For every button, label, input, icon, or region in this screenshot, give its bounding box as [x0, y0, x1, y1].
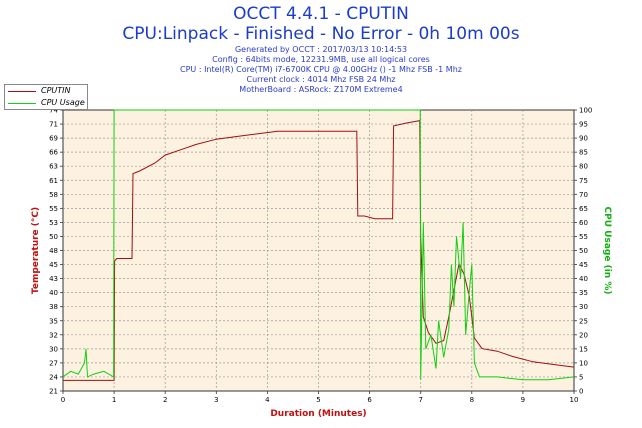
y-right-tick-label: 70 [579, 191, 588, 199]
y-left-tick-label: 71 [49, 121, 58, 129]
x-tick-label: 5 [316, 396, 320, 404]
x-tick-label: 0 [61, 396, 65, 404]
legend: CPUTIN CPU Usage [4, 84, 88, 110]
y-right-tick-label: 80 [579, 163, 588, 171]
y-left-tick-label: 40 [49, 289, 58, 297]
info-line: MotherBoard : ASRock: Z170M Extreme4 [239, 85, 403, 94]
x-tick-label: 3 [214, 396, 218, 404]
y-right-tick-label: 5 [579, 373, 583, 381]
y-left-tick-label: 74 [49, 107, 58, 115]
x-tick-label: 4 [265, 396, 270, 404]
legend-swatch [8, 103, 36, 104]
y-right-tick-label: 50 [579, 247, 588, 255]
y-left-tick-label: 43 [49, 275, 58, 283]
y-right-tick-label: 85 [579, 149, 588, 157]
x-tick-label: 6 [367, 396, 372, 404]
legend-label: CPUTIN [41, 86, 71, 95]
y-left-tick-label: 45 [49, 261, 58, 269]
y-left-tick-label: 21 [49, 388, 58, 396]
y-left-tick-label: 69 [49, 135, 58, 143]
y-left-tick-label: 63 [49, 163, 58, 171]
y-right-tick-label: 0 [579, 388, 583, 396]
y-left-tick-label: 32 [49, 331, 58, 339]
y-right-tick-label: 40 [579, 275, 588, 283]
x-tick-label: 8 [470, 396, 474, 404]
info-line: Generated by OCCT : 2017/03/13 10:14:53 [234, 45, 408, 54]
y-right-tick-label: 45 [579, 261, 588, 269]
y-left-tick-label: 61 [49, 177, 58, 185]
y-left-tick-label: 48 [49, 247, 58, 255]
y-left-tick-label: 30 [49, 345, 58, 353]
chart-title: OCCT 4.4.1 - CPUTIN [233, 4, 409, 24]
y-left-tick-label: 66 [49, 149, 58, 157]
x-axis-title: Duration (Minutes) [270, 409, 366, 419]
series-line-cputin [63, 119, 575, 381]
x-tick-label: 1 [112, 396, 116, 404]
y-left-tick-label: 35 [49, 317, 58, 325]
y-left-tick-label: 27 [49, 359, 58, 367]
title-block: OCCT 4.4.1 - CPUTIN CPU:Linpack - Finish… [0, 0, 642, 95]
x-tick-label: 9 [521, 396, 525, 404]
series-line-cpu-usage [62, 109, 575, 381]
info-line: Current clock : 4014 Mhz FSB 24 Mhz [246, 75, 396, 84]
y-left-tick-label: 38 [49, 303, 58, 311]
y-right-tick-label: 35 [579, 289, 588, 297]
y-right-tick-label: 55 [579, 233, 588, 241]
y-left-tick-label: 58 [49, 191, 58, 199]
info-line: CPU : Intel(R) Core(TM) i7-6700K CPU @ 4… [180, 65, 462, 74]
y-right-axis-title: CPU Usage (in %) [602, 207, 612, 295]
y-right-tick-label: 90 [579, 135, 588, 143]
y-right-tick-label: 75 [579, 177, 588, 185]
y-right-tick-label: 95 [579, 121, 588, 129]
legend-item-cpu-usage: CPU Usage [5, 97, 87, 109]
y-right-tick-label: 10 [579, 359, 588, 367]
x-tick-label: 7 [418, 396, 422, 404]
legend-swatch [8, 91, 36, 92]
y-right-tick-label: 60 [579, 219, 588, 227]
y-right-tick-label: 15 [579, 345, 588, 353]
legend-item-cputin: CPUTIN [5, 85, 87, 97]
x-tick-label: 10 [570, 396, 579, 404]
y-right-tick-label: 100 [579, 107, 592, 115]
info-line: Config : 64bits mode, 12231.9MB, use all… [212, 55, 430, 64]
y-left-axis-title: Temperature (°C) [31, 207, 41, 294]
y-right-tick-label: 20 [579, 331, 588, 339]
legend-label: CPU Usage [41, 98, 85, 107]
x-tick-label: 2 [163, 396, 167, 404]
chart-subtitle: CPU:Linpack - Finished - No Error - 0h 1… [122, 24, 520, 44]
y-left-tick-label: 24 [49, 373, 58, 381]
y-left-tick-label: 53 [49, 219, 58, 227]
y-right-tick-label: 30 [579, 303, 588, 311]
y-right-tick-label: 65 [579, 205, 588, 213]
y-left-tick-label: 50 [49, 233, 58, 241]
y-right-tick-label: 25 [579, 317, 588, 325]
y-left-tick-label: 55 [49, 205, 58, 213]
